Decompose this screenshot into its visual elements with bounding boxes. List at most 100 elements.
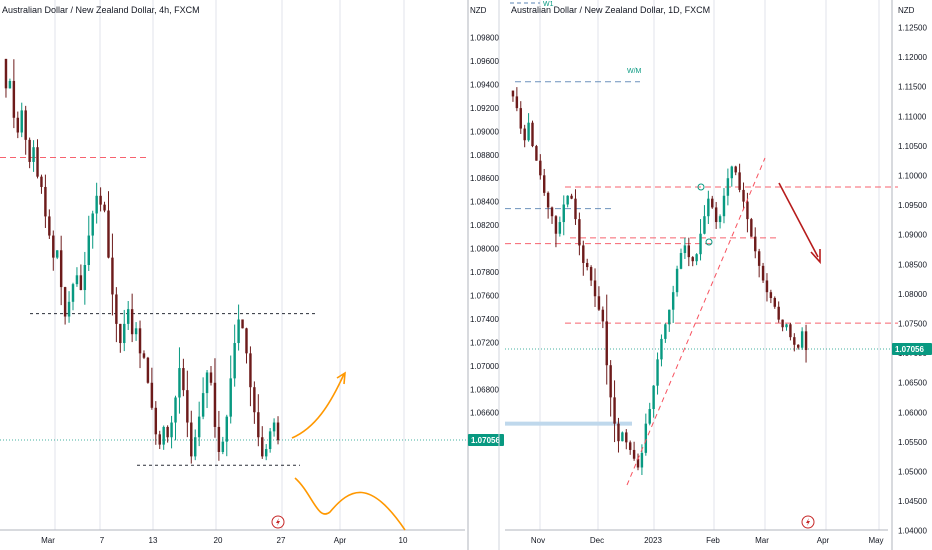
projection-down-arrow [778, 182, 819, 258]
candle-body [707, 198, 710, 217]
candle-body [570, 195, 573, 199]
candle-body [276, 422, 280, 441]
x-tick-label: Mar [755, 536, 769, 545]
y-tick-label: 1.04000 [898, 527, 927, 536]
candle-body [527, 122, 530, 141]
projection-up-curve [291, 373, 345, 439]
y-tick-label: 1.05000 [898, 468, 927, 477]
candle-body [99, 195, 102, 205]
candle-body [12, 80, 16, 118]
chart-title: Australian Dollar / New Zealand Dollar, … [511, 5, 710, 15]
candle-body [617, 423, 620, 442]
y-tick-label: 1.09800 [470, 34, 499, 43]
candle-body [761, 265, 765, 281]
y-tick-label: 1.12500 [898, 24, 927, 33]
candle-body [722, 195, 726, 217]
candle-body [800, 331, 804, 348]
y-tick-label: 1.06500 [898, 379, 927, 388]
candle-body [714, 207, 718, 223]
candle-body [621, 432, 624, 442]
candle-body [209, 372, 213, 383]
x-tick-label: 7 [100, 536, 105, 545]
projection-down-arrowhead [810, 249, 821, 265]
candle-body [91, 213, 94, 236]
candle-body [703, 216, 706, 234]
lightning-glyph [276, 518, 280, 526]
candle-body [241, 319, 244, 329]
candle-body [640, 452, 644, 468]
candle-body [217, 426, 221, 452]
y-tick-label: 1.07200 [470, 338, 499, 347]
candle-body [746, 201, 749, 220]
x-tick-label: 20 [214, 536, 223, 545]
candle-body [123, 323, 126, 344]
y-tick-label: 1.11000 [898, 112, 927, 121]
candle-body [245, 328, 248, 354]
candle-body [578, 219, 581, 246]
candle-body [625, 432, 628, 443]
x-tick-label: Feb [706, 536, 720, 545]
candle-body [750, 219, 753, 237]
candle-body [558, 222, 562, 234]
candle-body [574, 198, 577, 220]
candle-body [16, 117, 20, 133]
candle-body [130, 309, 134, 335]
candle-body [166, 426, 169, 438]
x-tick-label: 10 [399, 536, 408, 545]
candle-body [742, 189, 745, 202]
y-tick-label: 1.07800 [470, 268, 499, 277]
y-tick-label: 1.04500 [898, 497, 927, 506]
x-tick-label: Nov [531, 536, 545, 545]
candle-body [754, 236, 757, 252]
y-tick-label: 1.07400 [470, 315, 499, 324]
candle-body [546, 192, 550, 208]
candle-body [197, 416, 201, 438]
y-tick-label: 1.08200 [470, 221, 499, 230]
candle-body [523, 128, 526, 141]
x-tick-label: Mar [41, 536, 55, 545]
x-tick-label: 2023 [644, 536, 662, 545]
y-tick-label: 1.09600 [470, 57, 499, 66]
candle-body [605, 321, 608, 366]
y-tick-label: 1.10500 [898, 142, 927, 151]
candle-body [205, 372, 209, 394]
candle-body [613, 397, 616, 424]
pivot-marker [697, 183, 705, 191]
y-tick-label: 1.09400 [470, 80, 499, 89]
candle-body [511, 90, 515, 97]
candle-body [237, 319, 240, 344]
candle-body [221, 441, 225, 452]
candle-body [597, 296, 601, 310]
y-tick-label: 1.12000 [898, 53, 927, 62]
candle-body [107, 210, 110, 258]
x-tick-label: Apr [817, 536, 830, 545]
y-tick-label: 1.09000 [470, 127, 499, 136]
pivot-marker [705, 238, 713, 246]
candle-body [154, 407, 158, 435]
y-tick-label: 1.07600 [470, 291, 499, 300]
projection-down-curve [294, 477, 406, 531]
candle-body [730, 166, 734, 179]
candle-body [95, 195, 98, 214]
candle-body [115, 294, 118, 324]
y-tick-label: 1.09200 [470, 104, 499, 113]
candle-body [519, 108, 522, 129]
y-tick-label: 1.08600 [470, 174, 499, 183]
candle-body [162, 426, 165, 445]
candle-body [111, 257, 114, 295]
candle-body [272, 422, 276, 432]
level-demand-zone [505, 421, 632, 426]
candle-body [765, 280, 769, 293]
candle-body [781, 319, 784, 328]
last-price-label: 1.07056 [471, 436, 500, 445]
candle-body [24, 110, 27, 140]
candle-body [268, 431, 272, 450]
y-tick-label: 1.08400 [470, 198, 499, 207]
candle-body [562, 204, 565, 223]
candle-body [585, 262, 589, 268]
y-tick-label: 1.06800 [470, 385, 499, 394]
candle-body [87, 235, 90, 265]
candle-body [644, 423, 648, 453]
candle-body [668, 309, 671, 325]
